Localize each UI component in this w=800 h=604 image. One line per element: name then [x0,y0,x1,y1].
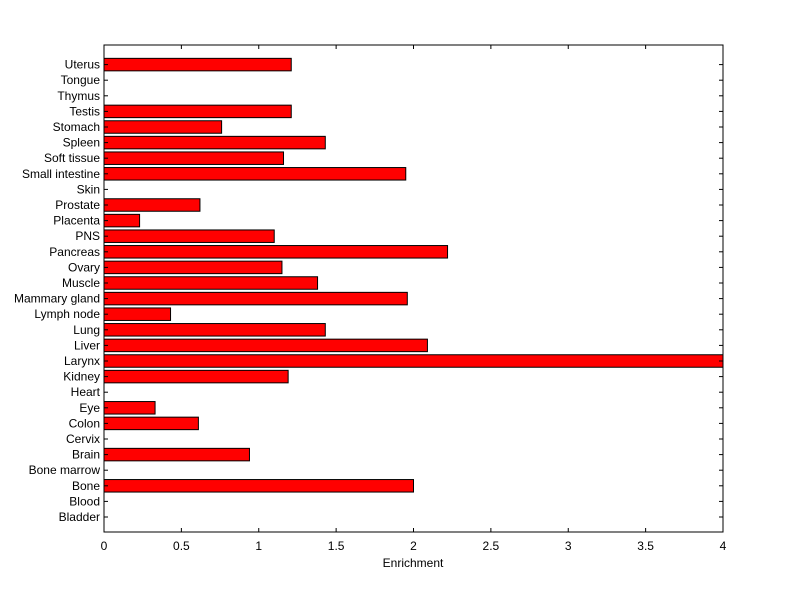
category-label: Placenta [53,214,100,228]
bar-bone [103,479,414,493]
category-label: Liver [74,338,100,352]
bar-pns [103,229,275,243]
category-label: Lung [73,323,100,337]
bar-lung [103,323,326,337]
x-tick-label: 3.5 [637,539,654,553]
bar-uterus [103,57,292,72]
x-tick-label: 0.5 [173,539,190,553]
x-tick-label: 4 [720,539,727,553]
bars-layer [103,57,724,493]
category-label: Lymph node [34,307,100,321]
category-label: Larynx [64,354,100,368]
x-tick-label: 0 [101,539,108,553]
bar-lymph-node [103,307,172,321]
category-label: Cervix [66,432,100,446]
category-label: Small intestine [22,167,100,181]
category-label: Ovary [68,260,100,274]
category-label: Prostate [55,198,100,212]
category-label: PNS [75,229,100,243]
bar-soft-tissue [103,151,285,165]
category-label: Mammary gland [14,292,100,306]
category-label: Thymus [57,89,100,103]
x-tick-label: 2.5 [483,539,500,553]
category-label: Blood [69,494,100,508]
category-label: Eye [79,401,100,415]
bar-liver [103,338,428,353]
x-tick-label: 3 [565,539,572,553]
bar-pancreas [103,245,449,259]
bar-kidney [103,369,289,384]
category-label: Kidney [63,370,100,384]
bar-colon [103,416,199,431]
category-label: Brain [72,448,100,462]
bar-placenta [103,213,141,228]
bar-testis [103,104,292,119]
x-axis-label: Enrichment [383,556,444,570]
category-label: Soft tissue [44,151,100,165]
x-tick-labels: 0 0.5 1 1.5 2 2.5 3 3.5 4 [101,539,727,553]
plot-frame [103,44,724,533]
bar-muscle [103,276,319,290]
category-label: Spleen [63,136,100,150]
category-label: Colon [69,416,100,430]
category-label: Skin [77,182,100,196]
bar-ovary [103,260,283,275]
bar-eye [103,401,156,415]
category-label: Heart [71,385,101,399]
bar-spleen [103,135,326,150]
x-tick-label: 1.5 [328,539,345,553]
category-label: Stomach [53,120,100,134]
bar-small-intestine [103,167,407,181]
bar-prostate [103,198,201,212]
x-tick-label: 2 [410,539,417,553]
category-label: Bone marrow [29,463,101,477]
bar-stomach [103,120,223,134]
category-label: Bladder [59,510,100,524]
category-label: Tongue [61,73,101,87]
bar-mammary-gland [103,291,408,306]
x-tick-label: 1 [255,539,262,553]
category-label: Pancreas [49,245,100,259]
category-label: Bone [72,479,100,493]
bar-brain [103,447,250,462]
bar-larynx [103,354,724,368]
category-label: Uterus [65,58,100,72]
category-label: Testis [69,104,100,118]
category-label: Muscle [62,276,100,290]
